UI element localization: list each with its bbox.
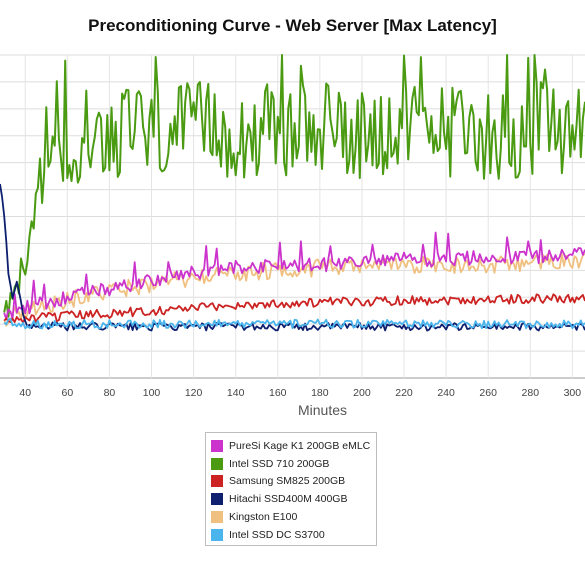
legend-swatch: [211, 457, 223, 470]
legend-item: Intel SSD DC S3700: [211, 526, 376, 544]
series-line: [3, 54, 585, 318]
legend-item: Intel SSD 710 200GB: [211, 455, 376, 473]
x-tick-label: 100: [143, 387, 161, 399]
x-tick-label: 200: [353, 387, 371, 399]
x-tick-label: 260: [479, 387, 497, 399]
x-tick-label: 300: [564, 387, 582, 399]
series-line: [0, 183, 585, 332]
legend-label: Hitachi SSD400M 400GB: [229, 493, 348, 506]
legend-label: Intel SSD 710 200GB: [229, 457, 330, 470]
legend: PureSi Kage K1 200GB eMLC Intel SSD 710 2…: [205, 432, 377, 546]
chart-plot-area: 40 60 80 100 120 140 160 180 200 220 240 260 280 300: [0, 54, 585, 399]
legend-label: Intel SSD DC S3700: [229, 528, 325, 541]
x-tick-label: 180: [311, 387, 329, 399]
legend-label: Samsung SM825 200GB: [229, 475, 346, 488]
legend-swatch: [211, 511, 223, 524]
legend-item: Kingston E100: [211, 508, 376, 526]
series-line: [3, 231, 585, 321]
x-tick-label: 160: [269, 387, 287, 399]
legend-item: PureSi Kage K1 200GB eMLC: [211, 437, 376, 455]
series-line: [3, 317, 585, 330]
legend-label: PureSi Kage K1 200GB eMLC: [229, 439, 371, 452]
chart-title: Preconditioning Curve - Web Server [Max …: [88, 16, 497, 35]
legend-item: Hitachi SSD400M 400GB: [211, 490, 376, 508]
x-tick-label: 280: [522, 387, 540, 399]
series-line: [3, 293, 585, 324]
x-tick-labels: 40 60 80 100 120 140 160 180 200 220 240 260 280 300: [19, 387, 581, 399]
x-axis-label: Minutes: [297, 402, 348, 418]
x-tick-label: 60: [61, 387, 73, 399]
legend-swatch: [211, 528, 223, 541]
legend-label: Kingston E100: [229, 511, 298, 524]
legend-swatch: [211, 439, 223, 452]
legend-swatch: [211, 475, 223, 488]
series-line: [3, 253, 585, 327]
legend-item: Samsung SM825 200GB: [211, 473, 376, 491]
x-tick-label: 80: [104, 387, 116, 399]
x-tick-label: 40: [19, 387, 31, 399]
series-layer: [0, 54, 585, 332]
legend-swatch: [211, 493, 223, 506]
x-tick-label: 220: [395, 387, 413, 399]
x-tick-label: 240: [437, 387, 455, 399]
x-tick-label: 140: [227, 387, 245, 399]
x-tick-label: 120: [185, 387, 203, 399]
